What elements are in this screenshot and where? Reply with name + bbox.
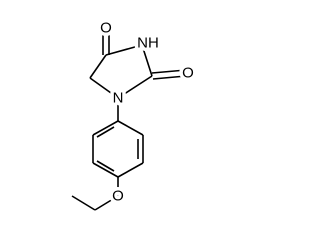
- atom-label: N: [113, 90, 124, 107]
- bond: [92, 120, 119, 136]
- bond: [117, 120, 144, 136]
- molecule-diagram: O NH O N O: [71, 16, 198, 211]
- bond: [96, 126, 115, 138]
- atom-label: O: [112, 188, 124, 205]
- bond: [105, 44, 143, 56]
- atom-labels: O NH O N O: [97, 16, 198, 208]
- bond: [117, 162, 144, 178]
- bond: [117, 75, 153, 99]
- atom-label: NH: [137, 35, 159, 52]
- bond: [96, 160, 115, 172]
- bond: [141, 44, 153, 77]
- atom-label: O: [182, 65, 194, 82]
- bond: [94, 195, 119, 211]
- bond: [92, 162, 119, 178]
- bond: [152, 75, 187, 80]
- bond: [89, 77, 119, 99]
- bond: [89, 54, 107, 79]
- atom-label: O: [100, 20, 112, 37]
- bond: [151, 69, 187, 74]
- bond: [71, 195, 96, 211]
- bonds: [71, 30, 187, 211]
